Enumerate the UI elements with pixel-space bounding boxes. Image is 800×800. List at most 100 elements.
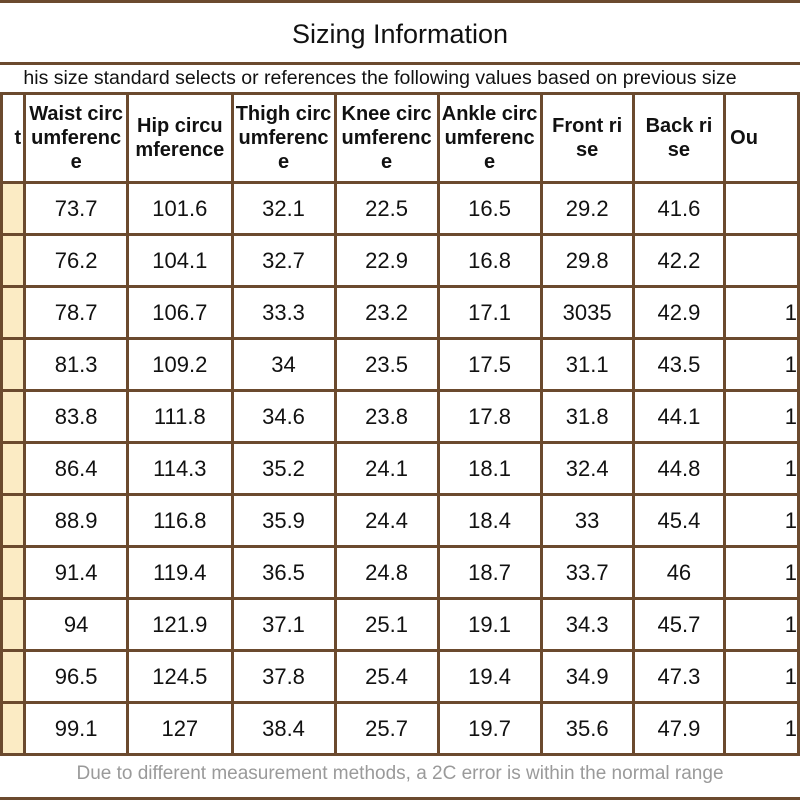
value-cell: 33	[541, 494, 635, 548]
value-cell: 91.4	[24, 546, 130, 600]
value-cell: 42.9	[633, 286, 727, 340]
value-cell: 25.1	[335, 598, 440, 652]
value-cell: 35.2	[232, 442, 337, 496]
value-cell: 19.7	[438, 702, 543, 756]
value-cell: 19.4	[438, 650, 543, 704]
value-cell-clipped	[724, 182, 800, 236]
value-cell: 33.3	[232, 286, 337, 340]
value-cell-clipped: 1	[724, 650, 800, 704]
value-cell: 31.8	[541, 390, 635, 444]
column-header: Thigh circumference	[232, 95, 337, 184]
value-cell: 114.3	[127, 442, 234, 496]
table-row: 78.7 106.7 33.3 23.2 17.1 3035 42.9 1	[3, 286, 800, 340]
value-cell: 23.2	[335, 286, 440, 340]
value-cell: 22.9	[335, 234, 440, 288]
value-cell: 45.4	[633, 494, 727, 548]
size-cell	[3, 650, 27, 704]
value-cell: 121.9	[127, 598, 234, 652]
table-row: 96.5 124.5 37.8 25.4 19.4 34.9 47.3 1	[3, 650, 800, 704]
value-cell: 44.1	[633, 390, 727, 444]
table-row: 94 121.9 37.1 25.1 19.1 34.3 45.7 1	[3, 598, 800, 652]
value-cell: 32.7	[232, 234, 337, 288]
value-cell-clipped	[724, 234, 800, 288]
value-cell: 24.4	[335, 494, 440, 548]
value-cell: 106.7	[127, 286, 234, 340]
value-cell: 18.7	[438, 546, 543, 600]
subtitle: his size standard selects or references …	[0, 62, 800, 92]
value-cell: 104.1	[127, 234, 234, 288]
size-cell	[3, 546, 27, 600]
size-cell	[3, 338, 27, 392]
value-cell: 33.7	[541, 546, 635, 600]
value-cell: 81.3	[24, 338, 130, 392]
value-cell: 18.4	[438, 494, 543, 548]
value-cell: 127	[127, 702, 234, 756]
size-cell	[3, 286, 27, 340]
footer-note: Due to different measurement methods, a …	[0, 754, 800, 800]
value-cell: 86.4	[24, 442, 130, 496]
size-cell	[3, 702, 27, 756]
value-cell: 38.4	[232, 702, 337, 756]
value-cell: 25.4	[335, 650, 440, 704]
value-cell: 23.5	[335, 338, 440, 392]
value-cell: 45.7	[633, 598, 727, 652]
value-cell-clipped: 1	[724, 286, 800, 340]
table-row: 83.8 111.8 34.6 23.8 17.8 31.8 44.1 1	[3, 390, 800, 444]
value-cell-clipped: 1	[724, 702, 800, 756]
table-row: 76.2 104.1 32.7 22.9 16.8 29.8 42.2	[3, 234, 800, 288]
value-cell: 34.6	[232, 390, 337, 444]
value-cell: 83.8	[24, 390, 130, 444]
value-cell-clipped: 1	[724, 338, 800, 392]
value-cell: 32.4	[541, 442, 635, 496]
value-cell: 37.1	[232, 598, 337, 652]
value-cell: 96.5	[24, 650, 130, 704]
table-row: 99.1 127 38.4 25.7 19.7 35.6 47.9 1	[3, 702, 800, 756]
value-cell: 25.7	[335, 702, 440, 756]
value-cell-clipped: 1	[724, 494, 800, 548]
value-cell: 35.9	[232, 494, 337, 548]
value-cell: 124.5	[127, 650, 234, 704]
value-cell: 44.8	[633, 442, 727, 496]
value-cell: 43.5	[633, 338, 727, 392]
value-cell: 42.2	[633, 234, 727, 288]
column-header: Ankle circumference	[438, 95, 543, 184]
size-table: t Waist circumference Hip circumference …	[3, 95, 800, 756]
value-cell: 19.1	[438, 598, 543, 652]
value-cell: 24.1	[335, 442, 440, 496]
table-row: 91.4 119.4 36.5 24.8 18.7 33.7 46 1	[3, 546, 800, 600]
value-cell: 101.6	[127, 182, 234, 236]
size-cell	[3, 390, 27, 444]
size-cell	[3, 234, 27, 288]
size-cell	[3, 598, 27, 652]
header-row: t Waist circumference Hip circumference …	[3, 95, 800, 184]
page-title: Sizing Information	[0, 0, 800, 62]
value-cell: 116.8	[127, 494, 234, 548]
value-cell: 76.2	[24, 234, 130, 288]
value-cell: 31.1	[541, 338, 635, 392]
value-cell-clipped: 1	[724, 598, 800, 652]
value-cell: 34	[232, 338, 337, 392]
value-cell: 36.5	[232, 546, 337, 600]
value-cell: 17.1	[438, 286, 543, 340]
size-table-wrapper: t Waist circumference Hip circumference …	[0, 92, 800, 756]
column-header: Back rise	[633, 95, 727, 184]
column-header: Knee circumference	[335, 95, 440, 184]
value-cell: 37.8	[232, 650, 337, 704]
table-body: 73.7 101.6 32.1 22.5 16.5 29.2 41.6 76.2 104.1 32…	[3, 182, 800, 756]
value-cell: 46	[633, 546, 727, 600]
value-cell: 16.5	[438, 182, 543, 236]
value-cell: 99.1	[24, 702, 130, 756]
table-row: 73.7 101.6 32.1 22.5 16.5 29.2 41.6	[3, 182, 800, 236]
value-cell: 119.4	[127, 546, 234, 600]
value-cell: 18.1	[438, 442, 543, 496]
value-cell: 34.9	[541, 650, 635, 704]
size-cell	[3, 442, 27, 496]
value-cell: 34.3	[541, 598, 635, 652]
value-cell: 17.8	[438, 390, 543, 444]
value-cell: 47.9	[633, 702, 727, 756]
value-cell: 16.8	[438, 234, 543, 288]
value-cell-clipped: 1	[724, 442, 800, 496]
value-cell: 22.5	[335, 182, 440, 236]
value-cell: 78.7	[24, 286, 130, 340]
